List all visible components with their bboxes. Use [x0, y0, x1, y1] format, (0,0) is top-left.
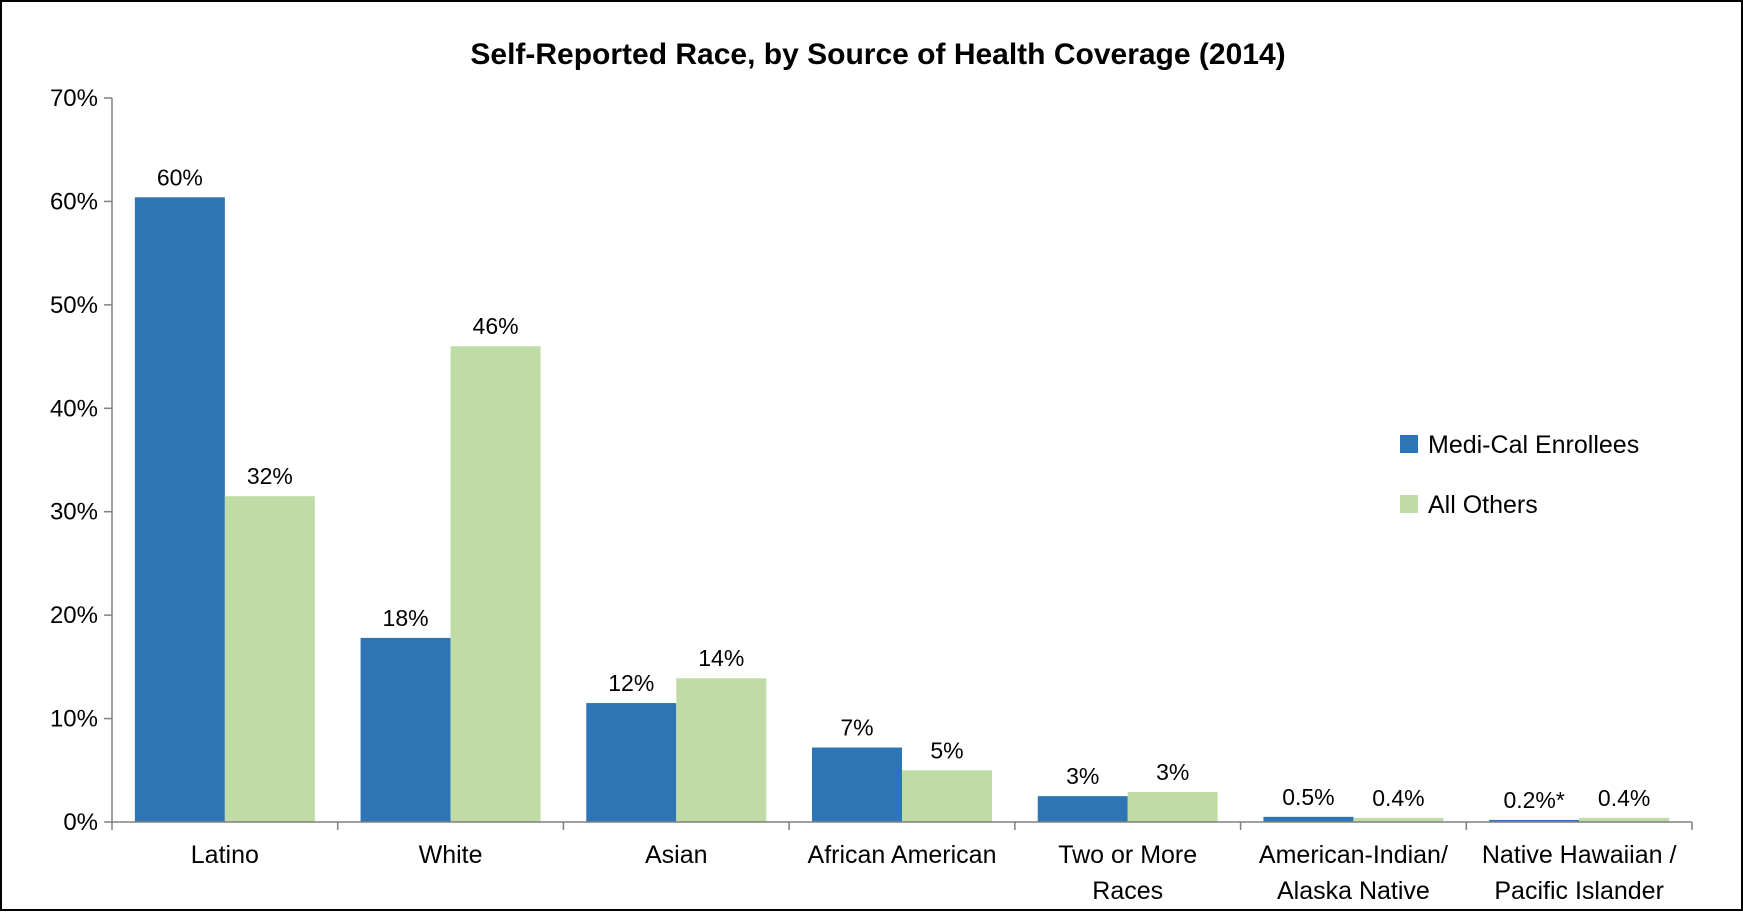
bar-medi-cal: [1037, 796, 1128, 822]
data-label: 12%: [608, 670, 654, 696]
y-axis: 0% 10% 20% 30% 40% 50% 60% 70%: [50, 85, 113, 836]
data-labels: 60% 18% 12% 7% 3% 0.5% 0.2%* 32% 46% 14% 5% 3% 0.4% 0…: [157, 164, 1651, 813]
data-label: 3%: [1156, 759, 1189, 785]
data-label: 46%: [473, 313, 519, 339]
x-category-label: Latino: [191, 841, 259, 869]
legend-label: All Others: [1428, 491, 1538, 519]
bar-all-others: [902, 770, 992, 822]
chart-title: Self-Reported Race, by Source of Health …: [470, 38, 1285, 71]
x-category-label: White: [419, 841, 483, 869]
data-label: 0.4%: [1372, 785, 1424, 811]
y-tick-label: 10%: [50, 706, 98, 733]
bar-medi-cal: [360, 637, 451, 822]
y-tick-label: 50%: [50, 292, 98, 319]
x-axis: Latino White Asian African American Two or M…: [111, 821, 1693, 905]
y-tick-label: 70%: [50, 85, 98, 112]
bar-medi-cal: [134, 197, 225, 822]
bar-medi-cal: [1489, 819, 1580, 822]
y-tick-label: 30%: [50, 499, 98, 526]
legend: Medi-Cal Enrollees All Others: [1400, 431, 1639, 519]
legend-swatch: [1400, 435, 1418, 453]
x-category-label: Asian: [645, 841, 708, 869]
data-label: 18%: [383, 605, 429, 631]
x-category-label: Native Hawaiian /: [1482, 841, 1677, 869]
bar-all-others: [1579, 817, 1670, 822]
y-tick-label: 0%: [63, 809, 98, 836]
bar-all-others: [450, 346, 541, 822]
bar-all-others: [1127, 792, 1218, 822]
bars: [134, 197, 1670, 822]
bar-medi-cal: [1263, 816, 1354, 822]
data-label: 0.5%: [1282, 784, 1334, 810]
y-tick-label: 20%: [50, 602, 98, 629]
x-category-label: Races: [1092, 877, 1163, 905]
x-category-label: Two or More: [1058, 841, 1197, 869]
data-label: 14%: [698, 645, 744, 671]
x-category-label: Pacific Islander: [1494, 877, 1664, 905]
data-label: 5%: [930, 737, 963, 763]
data-label: 32%: [247, 463, 293, 489]
x-category-label: African American: [808, 841, 997, 869]
data-label: 7%: [840, 715, 873, 741]
legend-label: Medi-Cal Enrollees: [1428, 431, 1639, 459]
data-label: 0.2%*: [1503, 787, 1564, 813]
y-tick-label: 40%: [50, 395, 98, 422]
bar-all-others: [676, 678, 767, 822]
data-label: 60%: [157, 164, 203, 190]
x-category-label: Alaska Native: [1277, 877, 1430, 905]
y-tick-label: 60%: [50, 188, 98, 215]
bar-all-others: [1353, 817, 1444, 822]
bar-medi-cal: [812, 747, 902, 822]
bar-all-others: [224, 496, 315, 822]
data-label: 3%: [1066, 763, 1099, 789]
legend-swatch: [1400, 495, 1418, 513]
data-label: 0.4%: [1598, 785, 1650, 811]
x-category-label: American-Indian/: [1259, 841, 1448, 869]
bar-medi-cal: [586, 703, 677, 822]
